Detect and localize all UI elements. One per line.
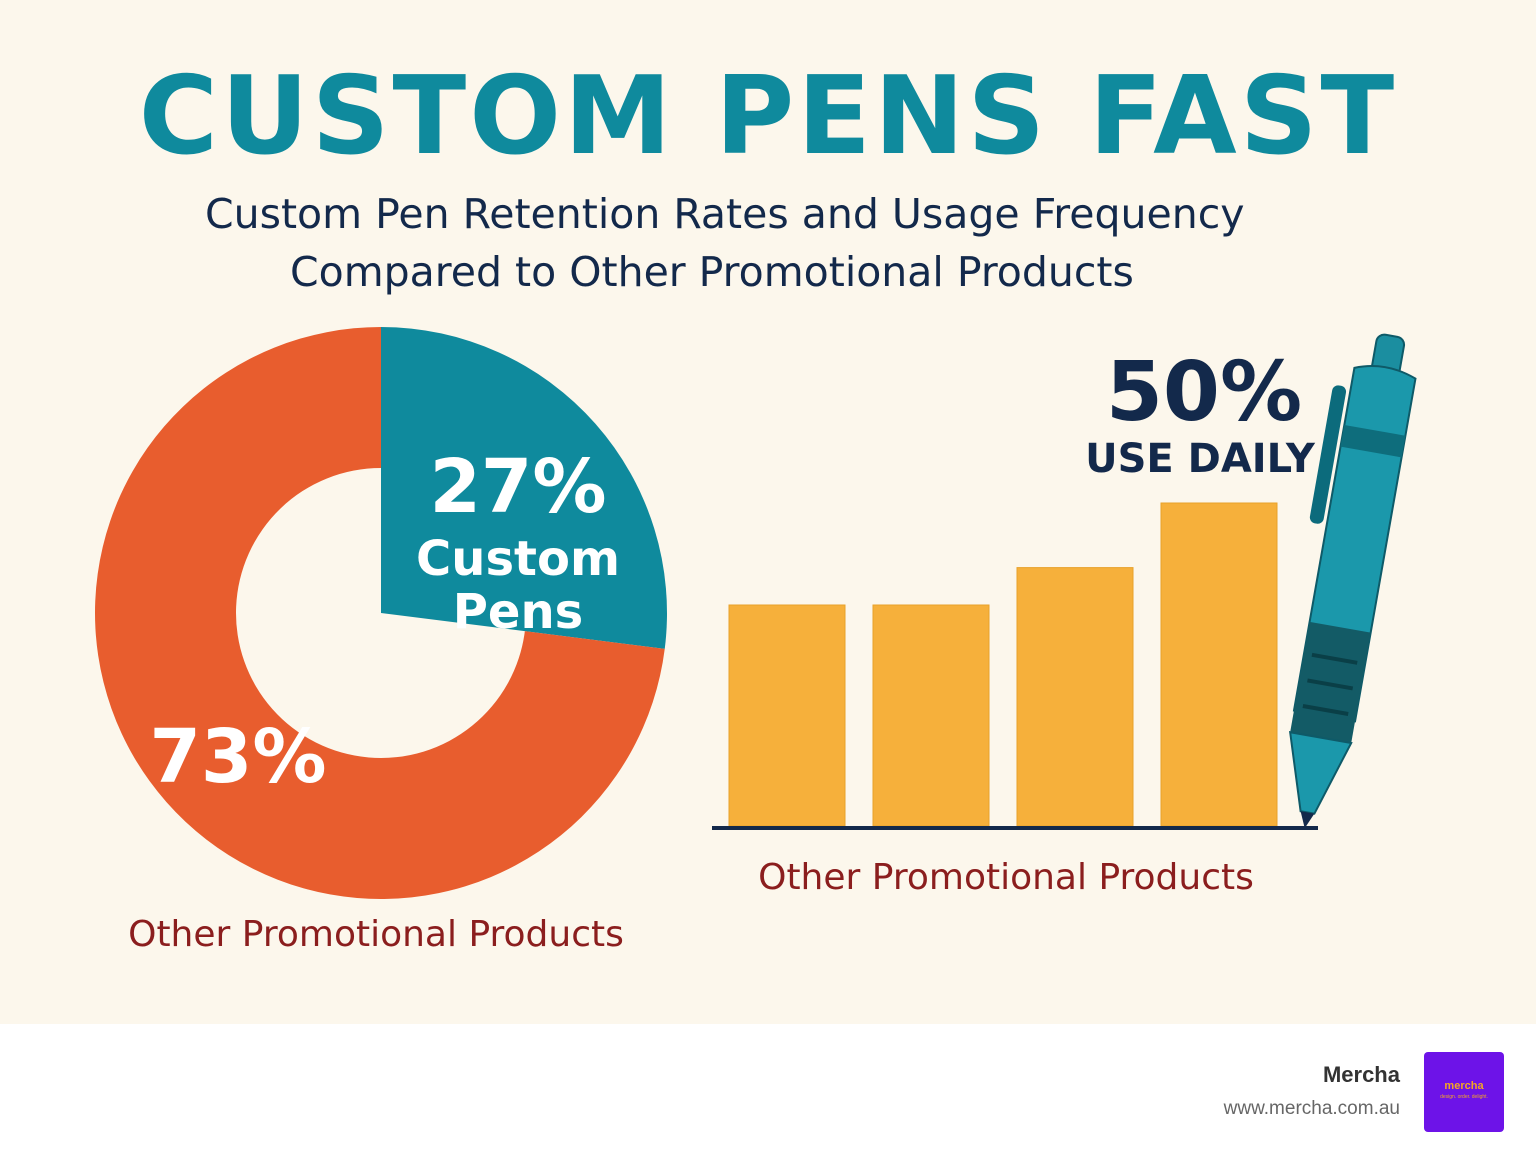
donut-label-custom-line1: Custom [416,531,620,587]
callout-text: USE DAILY [1085,436,1316,482]
subtitle-line-2: Compared to Other Promotional Products [290,248,1134,296]
pen-nib [1300,811,1315,829]
logo-tagline: design. order. delight. [1440,1094,1488,1100]
donut-caption: Other Promotional Products [128,914,624,955]
pen-grip-line-2 [1307,678,1354,691]
bar-caption: Other Promotional Products [758,857,1254,898]
footer-brand-url[interactable]: www.mercha.com.au [1223,1098,1400,1119]
mercha-logo: mercha design. order. delight. [1424,1052,1504,1132]
bar-2 [872,604,990,827]
bar-1 [728,604,846,827]
bar-4 [1160,502,1278,827]
pen-tip [1288,730,1353,815]
logo-word: mercha [1444,1080,1484,1092]
footer [0,1024,1536,1154]
pen-grip-line-1 [1311,652,1358,665]
donut-value-custom-pens: 27% [429,444,606,530]
donut-slice-custom-pens [381,327,667,649]
donut-label-custom-line2: Pens [453,584,583,640]
callout-value: 50% [1106,345,1302,440]
donut-slice-other-products [95,327,665,900]
footer-brand-name: Mercha [1322,1062,1400,1087]
main-title: CUSTOM PENS FAST [138,54,1398,179]
bar-chart: Other Promotional Products 50% USE DAILY [712,345,1318,898]
donut-value-other-products: 73% [149,714,326,800]
pen-illustration [1288,333,1417,829]
bars-group [728,502,1278,827]
pen-clip [1309,385,1347,524]
pen-grip-line-3 [1302,704,1349,716]
bar-3 [1016,567,1134,827]
charts-svg: 27% Custom Pens 73% Other Promotional Pr… [95,327,1417,955]
subtitle-line-1: Custom Pen Retention Rates and Usage Fre… [205,190,1245,238]
pen-band [1340,424,1406,458]
donut-chart: 27% Custom Pens 73% Other Promotional Pr… [95,327,667,955]
